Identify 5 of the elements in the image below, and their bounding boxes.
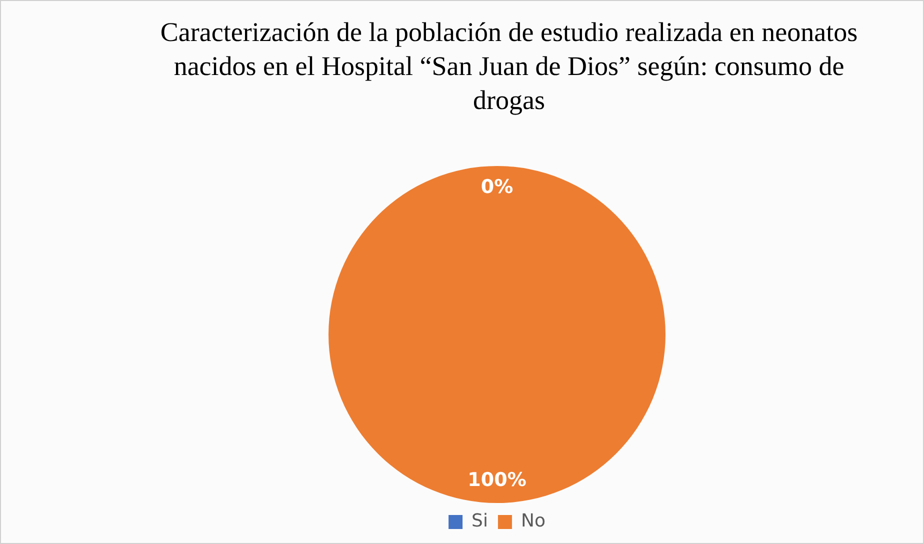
legend-label: Si <box>472 510 488 532</box>
legend-label: No <box>520 510 546 532</box>
text: 0% <box>480 176 514 198</box>
chart-title: Caracterización de la población de estudio realizada en neonatos nacidos en el Hospital “San Juan de Dios” según: consumo de drogas <box>159 16 859 117</box>
data-label: 100% <box>468 469 526 492</box>
